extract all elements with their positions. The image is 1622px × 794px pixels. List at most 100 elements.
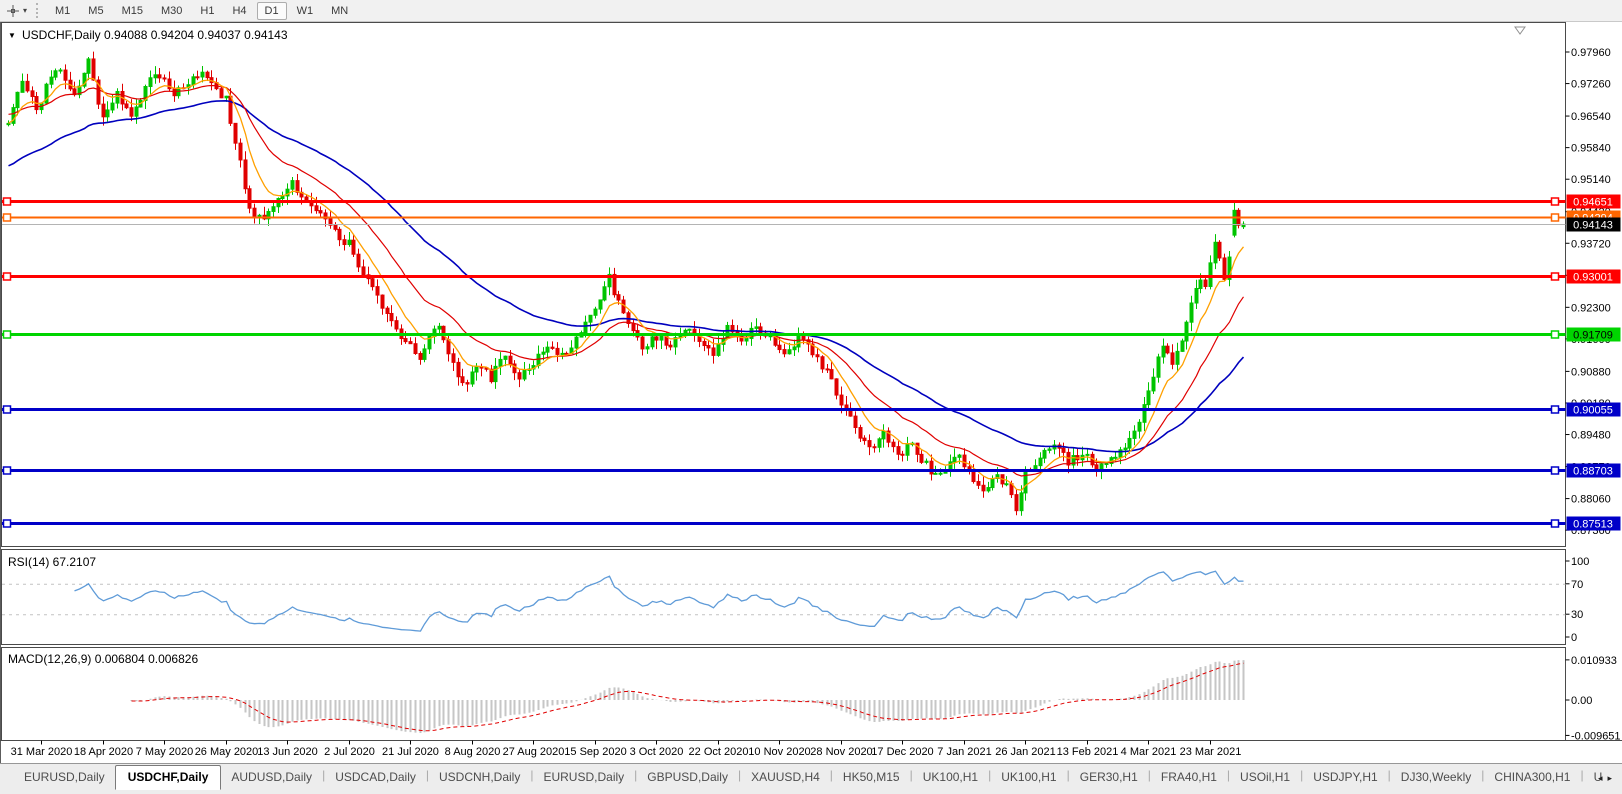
chart-tab-HK50-M15[interactable]: HK50,M15	[842, 770, 900, 784]
ma-mid-line	[8, 84, 1244, 477]
chart-tab-bar: EURUSD,Daily USDCHF,Daily AUDUSD,Daily | USD…	[0, 763, 1622, 794]
hline-price-label	[1566, 327, 1621, 342]
svg-text:-0.009651: -0.009651	[1571, 730, 1621, 742]
moving-averages-layer	[8, 77, 1245, 491]
top-toolbar: ▾ M1 M5 M15 M30 H1 H4 D1 W1 MN	[0, 0, 1622, 22]
svg-text:0.97260: 0.97260	[1571, 79, 1611, 91]
rsi-axis: 100 70 30 0	[1565, 556, 1589, 644]
tab-separator: |	[909, 768, 913, 782]
tab-scroll-left-icon[interactable]: ◂	[1597, 773, 1608, 783]
chart-canvas[interactable]: 0.979600.972600.965400.958400.951400.944…	[0, 22, 1622, 763]
svg-text:0.95840: 0.95840	[1571, 143, 1611, 155]
hline-handle	[1550, 272, 1560, 281]
macd-signal-line	[131, 662, 1244, 732]
hline-price-label	[1566, 463, 1621, 478]
macd-axis: 0.010933 0.00 -0.009651	[1565, 655, 1621, 742]
chart-tab-USDJPY-H1[interactable]: USDJPY,H1	[1313, 770, 1378, 784]
chart-tab-USDCAD-Daily[interactable]: USDCAD,Daily	[335, 770, 416, 784]
tab-separator: |	[1226, 768, 1231, 782]
svg-text:22 Oct 2020: 22 Oct 2020	[689, 746, 749, 758]
svg-text:100: 100	[1571, 556, 1589, 568]
hline-price-label	[1566, 402, 1621, 417]
svg-text:23 Mar 2021: 23 Mar 2021	[1180, 746, 1242, 758]
hline-handle	[1550, 519, 1560, 528]
svg-text:0.91709: 0.91709	[1573, 330, 1613, 342]
tab-separator: |	[988, 768, 992, 782]
tab-separator: |	[634, 768, 638, 782]
chart-tab-GBPUSD-Daily[interactable]: GBPUSD,Daily	[647, 770, 728, 784]
hline-0.94294[interactable]: 0.94294	[2, 210, 1621, 225]
hline-0.88703[interactable]: 0.88703	[2, 463, 1621, 478]
svg-text:0.90055: 0.90055	[1573, 405, 1613, 417]
hline-0.94651[interactable]: 0.94651	[2, 194, 1621, 209]
rsi-indicator-label: RSI(14) 67.2107	[8, 555, 96, 569]
timeframe-button-M5[interactable]: M5	[88, 4, 104, 17]
tab-separator: |	[1387, 768, 1391, 782]
timeframe-button-M15[interactable]: M15	[121, 4, 143, 17]
timeframe-button-H4[interactable]: H4	[232, 4, 247, 17]
current-price-line: 0.94143	[2, 217, 1621, 232]
svg-text:0.93001: 0.93001	[1573, 272, 1613, 284]
chart-tab-EURUSD-Daily[interactable]: EURUSD,Daily	[543, 770, 625, 784]
chart-shift-marker-icon[interactable]	[1514, 26, 1526, 35]
svg-text:26 Jan 2021: 26 Jan 2021	[995, 746, 1056, 758]
chart-tab-USDCNH-Daily[interactable]: USDCNH,Daily	[439, 770, 521, 784]
timeframe-button-D1[interactable]: D1	[256, 1, 287, 20]
hline-0.93001[interactable]: 0.93001	[2, 269, 1621, 284]
hline-0.87513[interactable]: 0.87513	[2, 516, 1621, 531]
chart-tab-USOil-H1[interactable]: USOil,H1	[1240, 770, 1291, 784]
svg-text:2 Jul 2020: 2 Jul 2020	[324, 746, 375, 758]
chart-tab-UK100-H1[interactable]: UK100,H1	[1001, 770, 1057, 784]
chart-tab-FRA40-H1[interactable]: FRA40,H1	[1160, 770, 1217, 784]
svg-text:0.89480: 0.89480	[1571, 430, 1611, 442]
chart-tab-UK100-H1[interactable]: UK100,H1	[922, 770, 979, 784]
svg-text:0.93720: 0.93720	[1571, 238, 1611, 250]
hline-handle	[1550, 197, 1560, 206]
svg-text:21 Jul 2020: 21 Jul 2020	[382, 746, 439, 758]
timeframe-button-group: M1 M5 M15 M30 H1 H4 D1 W1 MN	[46, 1, 357, 20]
hline-handle	[2, 197, 12, 206]
svg-text:27 Aug 2020: 27 Aug 2020	[503, 746, 565, 758]
svg-text:28 Nov 2020: 28 Nov 2020	[810, 746, 872, 758]
chart-tab-EURUSD-Daily[interactable]: EURUSD,Daily	[24, 770, 105, 784]
hline-handle	[2, 466, 12, 475]
timeframe-button-MN[interactable]: MN	[331, 4, 349, 17]
timeframe-button-H1[interactable]: H1	[200, 4, 215, 17]
chart-tab-USDCHF-Daily[interactable]: USDCHF,Daily	[114, 765, 222, 790]
toolbar-grip[interactable]	[36, 3, 39, 18]
chart-window: 0.979600.972600.965400.958400.951400.944…	[0, 22, 1622, 763]
chart-tab-AUDUSD-Daily[interactable]: AUDUSD,Daily	[231, 770, 313, 784]
chart-tab-XAUUSD-H4[interactable]: XAUUSD,H4	[751, 770, 820, 784]
svg-text:0.87513: 0.87513	[1573, 519, 1613, 531]
svg-text:0.94651: 0.94651	[1573, 197, 1613, 209]
hline-handle	[2, 519, 12, 528]
chart-tab-GER30-H1[interactable]: GER30,H1	[1079, 770, 1138, 784]
current-price-label	[1566, 217, 1621, 232]
svg-text:0.90880: 0.90880	[1571, 366, 1611, 378]
timeframe-button-W1[interactable]: W1	[296, 4, 314, 17]
chart-tab-U[interactable]: U	[1593, 770, 1603, 784]
svg-text:7 Jan 2021: 7 Jan 2021	[937, 746, 991, 758]
svg-text:0.88060: 0.88060	[1571, 494, 1611, 506]
timeframe-button-M30[interactable]: M30	[160, 4, 183, 17]
svg-text:15 Sep 2020: 15 Sep 2020	[564, 746, 626, 758]
tab-separator: |	[1580, 768, 1584, 782]
svg-text:17 Dec 2020: 17 Dec 2020	[871, 746, 933, 758]
hline-0.91709[interactable]: 0.91709	[2, 327, 1621, 342]
tab-separator: |	[1481, 768, 1485, 782]
chevron-down-icon: ▾	[23, 6, 28, 15]
hline-handle	[1550, 213, 1560, 222]
tab-scroll-right-icon[interactable]: ▸	[1607, 773, 1617, 783]
svg-text:0.97960: 0.97960	[1571, 47, 1611, 59]
chart-tab-DJ30-Weekly[interactable]: DJ30,Weekly	[1400, 770, 1472, 784]
chart-tab-CHINA300-H1[interactable]: CHINA300,H1	[1494, 770, 1571, 784]
crosshair-tool-button[interactable]: ▾	[0, 2, 32, 20]
svg-text:0.92300: 0.92300	[1571, 302, 1611, 314]
svg-text:10 Nov 2020: 10 Nov 2020	[748, 746, 810, 758]
hline-0.90055[interactable]: 0.90055	[2, 402, 1621, 417]
svg-text:0.010933: 0.010933	[1571, 655, 1617, 667]
svg-text:13 Feb 2021: 13 Feb 2021	[1057, 746, 1119, 758]
hline-handle	[1550, 405, 1560, 414]
chart-menu-triangle-icon[interactable]: ▼	[8, 31, 16, 40]
timeframe-button-M1[interactable]: M1	[55, 4, 71, 17]
